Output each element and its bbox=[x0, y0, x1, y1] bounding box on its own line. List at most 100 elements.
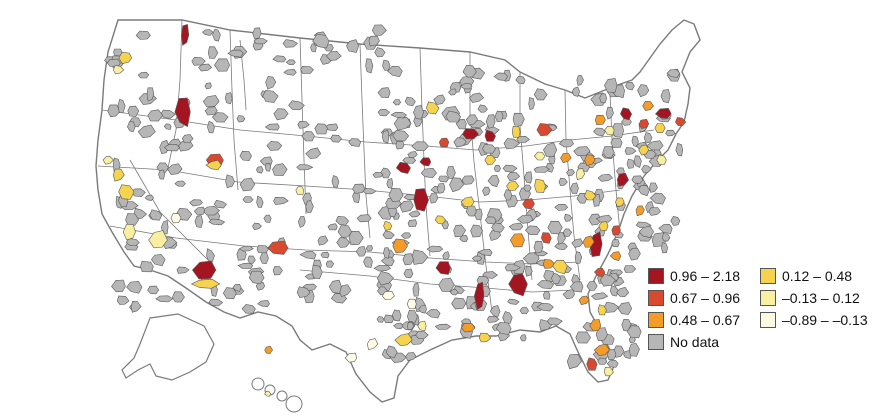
county-no-data bbox=[363, 256, 373, 268]
county-layer bbox=[102, 24, 687, 397]
county-no-data bbox=[507, 171, 521, 182]
county-no-data bbox=[174, 180, 186, 187]
county-no-data bbox=[595, 214, 613, 223]
county-no-data bbox=[372, 171, 384, 178]
county-no-data bbox=[477, 248, 493, 257]
county-no-data bbox=[489, 305, 501, 318]
county-no-data bbox=[155, 295, 174, 303]
county-no-data bbox=[328, 279, 342, 294]
county-bin-1 bbox=[413, 188, 429, 212]
county-bin-1 bbox=[508, 273, 528, 297]
county-no-data bbox=[610, 137, 623, 148]
county-no-data bbox=[273, 196, 289, 205]
county-no-data bbox=[453, 137, 467, 148]
county-bin-1 bbox=[395, 161, 411, 174]
county-bin-4 bbox=[511, 125, 521, 138]
county-no-data bbox=[288, 100, 305, 110]
county-bin-2 bbox=[536, 123, 553, 137]
county-bin-4 bbox=[118, 184, 135, 200]
county-no-data bbox=[144, 194, 154, 201]
county-no-data bbox=[485, 114, 496, 129]
legend-swatch-4 bbox=[648, 311, 664, 328]
county-no-data bbox=[404, 96, 416, 107]
county-no-data bbox=[631, 175, 644, 184]
county-no-data bbox=[637, 84, 650, 98]
county-no-data bbox=[127, 121, 136, 133]
county-no-data bbox=[484, 216, 497, 225]
county-no-data bbox=[491, 222, 505, 233]
legend-swatch-5 bbox=[760, 311, 776, 328]
county-no-data bbox=[331, 175, 340, 188]
county-no-data bbox=[191, 56, 206, 66]
county-no-data bbox=[448, 88, 457, 96]
county-no-data bbox=[554, 242, 568, 251]
county-no-data bbox=[425, 309, 441, 319]
county-no-data bbox=[325, 260, 334, 268]
county-bin-2 bbox=[540, 232, 552, 244]
county-no-data bbox=[382, 230, 395, 239]
county-no-data bbox=[436, 183, 446, 194]
county-bin-4 bbox=[615, 197, 625, 207]
county-no-data bbox=[264, 162, 272, 172]
legend-label-4: 0.48 – 0.67 bbox=[670, 311, 741, 328]
county-bin-4 bbox=[654, 123, 666, 133]
county-bin-1 bbox=[419, 157, 432, 167]
county-no-data bbox=[599, 93, 607, 103]
county-bin-4 bbox=[460, 196, 475, 208]
county-no-data bbox=[348, 138, 362, 147]
county-no-data bbox=[194, 215, 204, 229]
county-bin-3 bbox=[635, 205, 645, 217]
county-no-data bbox=[137, 71, 150, 79]
state-border bbox=[229, 29, 239, 191]
county-bin-5 bbox=[575, 168, 586, 181]
county-no-data bbox=[543, 142, 558, 158]
county-no-data bbox=[242, 196, 254, 203]
county-no-data bbox=[602, 146, 615, 159]
county-no-data bbox=[433, 94, 446, 105]
county-no-data bbox=[158, 169, 166, 180]
county-bin-5 bbox=[264, 390, 272, 397]
county-no-data bbox=[117, 99, 126, 114]
county-no-data bbox=[300, 65, 314, 74]
county-no-data bbox=[562, 228, 573, 238]
county-no-data bbox=[566, 169, 575, 177]
county-bin-3 bbox=[578, 295, 590, 306]
county-no-data bbox=[212, 28, 221, 42]
legend-swatch-2 bbox=[648, 289, 664, 306]
county-no-data bbox=[459, 83, 473, 90]
county-no-data bbox=[257, 300, 270, 308]
county-no-data bbox=[405, 352, 417, 361]
county-no-data bbox=[167, 163, 183, 175]
county-no-data bbox=[297, 120, 310, 129]
county-bin-1 bbox=[484, 129, 496, 142]
county-bin-3 bbox=[509, 233, 525, 248]
county-no-data bbox=[623, 265, 637, 273]
county-bin-6 bbox=[344, 352, 358, 363]
county-no-data bbox=[159, 139, 170, 155]
county-no-data bbox=[393, 322, 404, 330]
county-no-data bbox=[198, 63, 213, 72]
county-no-data bbox=[296, 286, 311, 299]
county-bin-6 bbox=[170, 212, 182, 224]
county-no-data bbox=[611, 239, 620, 248]
county-no-data bbox=[151, 254, 166, 267]
county-bin-4 bbox=[190, 278, 221, 289]
county-no-data bbox=[470, 224, 484, 238]
county-no-data bbox=[213, 199, 227, 209]
county-no-data bbox=[253, 38, 268, 45]
county-no-data bbox=[524, 225, 541, 236]
county-no-data bbox=[503, 138, 520, 150]
county-no-data bbox=[516, 135, 530, 143]
county-no-data bbox=[403, 268, 414, 279]
county-no-data bbox=[368, 35, 380, 47]
hawaii-island bbox=[276, 390, 288, 402]
county-no-data bbox=[638, 184, 650, 197]
county-no-data bbox=[314, 123, 328, 135]
county-no-data bbox=[305, 200, 314, 213]
county-bin-5 bbox=[122, 223, 136, 241]
county-no-data bbox=[533, 88, 548, 101]
county-bin-1 bbox=[192, 260, 217, 280]
county-bin-6 bbox=[366, 338, 379, 351]
county-no-data bbox=[181, 134, 194, 143]
county-no-data bbox=[465, 205, 477, 217]
